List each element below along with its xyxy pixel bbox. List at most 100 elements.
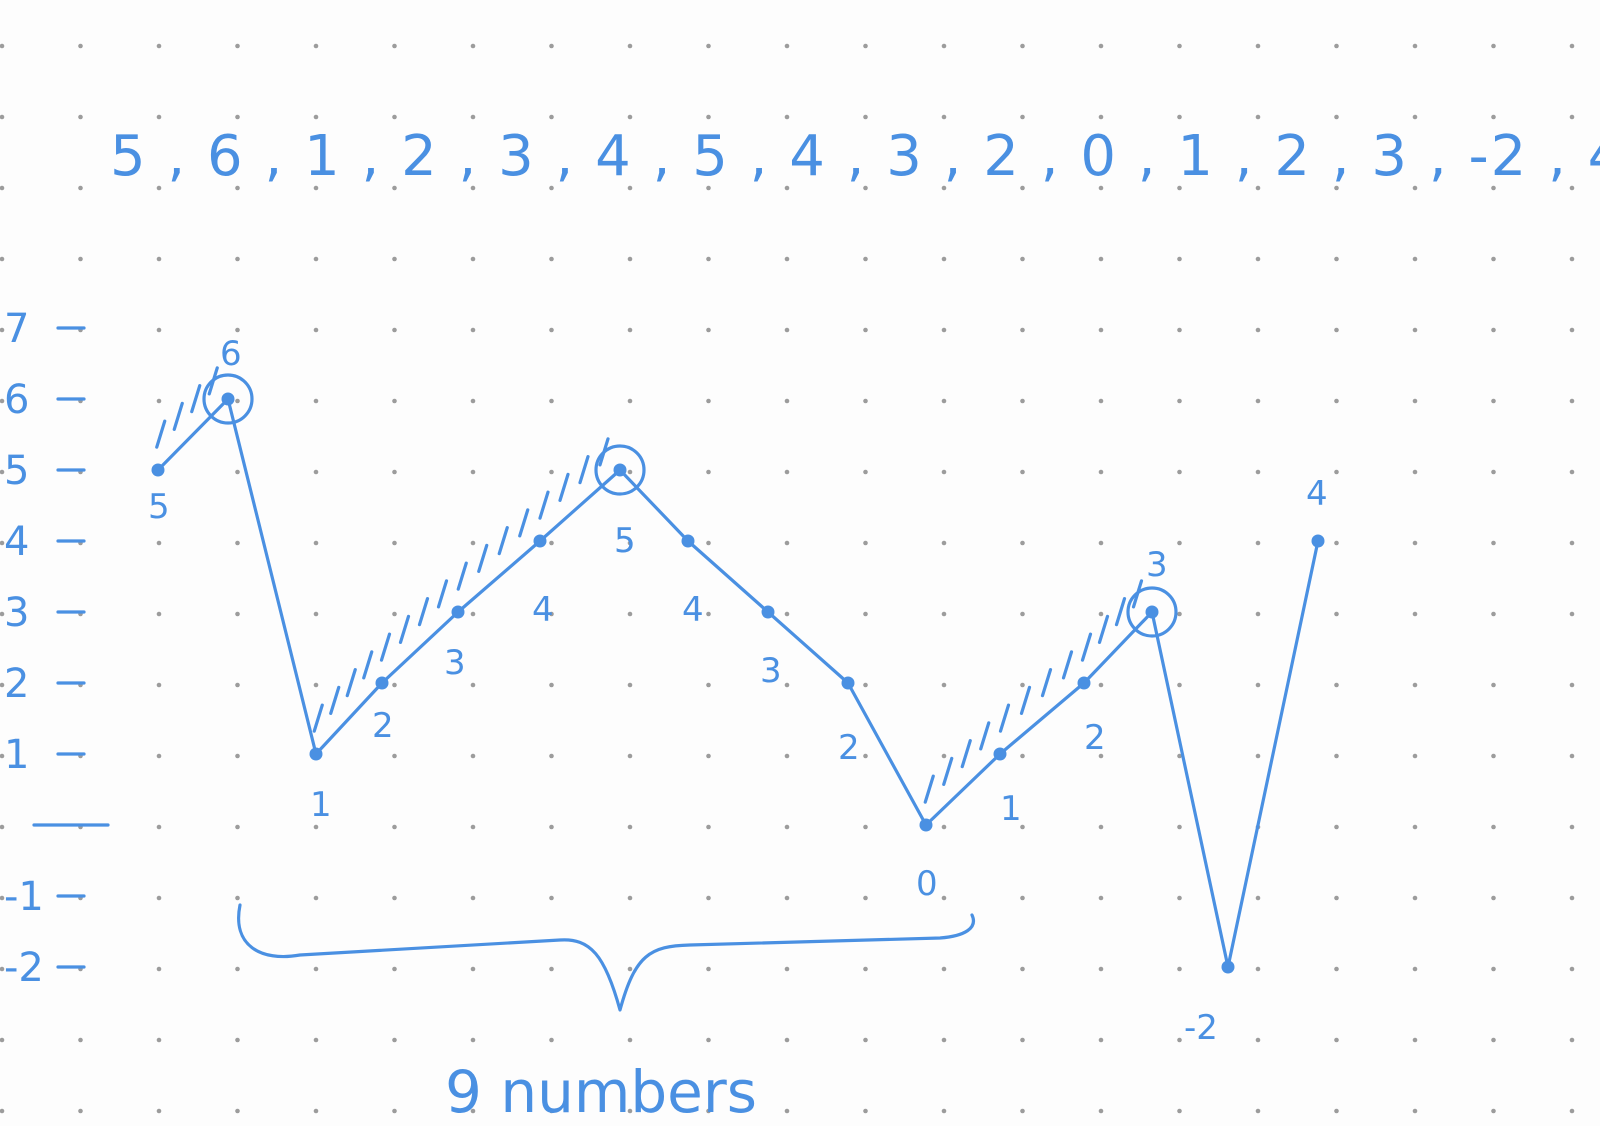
hatch-mark (979, 721, 991, 751)
grid-dot (470, 895, 476, 901)
grid-dot (941, 611, 947, 617)
grid-dot (863, 540, 868, 546)
grid-dot (1412, 43, 1418, 49)
grid-dot (470, 43, 476, 49)
grid-dot (313, 611, 319, 617)
brace-note: 9 numbers (445, 1058, 757, 1126)
grid-dot (627, 469, 633, 475)
grid-dot (1334, 256, 1339, 262)
grid-dot (1255, 611, 1261, 617)
grid-dot (1334, 540, 1339, 546)
grid-dot (1177, 43, 1182, 49)
grid-dot (941, 256, 947, 262)
grid-dot (1020, 611, 1025, 617)
grid-dot (470, 753, 476, 759)
y-tick-label: 4 (4, 519, 29, 565)
grid-dot (1098, 540, 1104, 546)
grid-dot (941, 682, 947, 688)
grid-dot (1412, 611, 1418, 617)
grid-dot (1020, 824, 1025, 830)
grid-dot (1569, 114, 1575, 120)
grid-dot (470, 1108, 476, 1114)
grid-dot (1098, 114, 1104, 120)
grid-dot (1255, 398, 1261, 404)
grid-dot (863, 682, 868, 688)
hatch-mark (558, 472, 570, 502)
hatch-mark (518, 508, 530, 538)
grid-dot (1098, 753, 1104, 759)
grid-dot (941, 398, 947, 404)
grid-dot (392, 895, 397, 901)
y-tick-label: 7 (4, 306, 29, 352)
grid-dot (156, 611, 162, 617)
grid-dot (313, 895, 319, 901)
grid-dot (784, 895, 790, 901)
grid-dot (1098, 1108, 1104, 1114)
hatch-mark (1061, 650, 1074, 680)
grid-dot (1412, 185, 1418, 191)
grid-dot (470, 114, 476, 120)
grid-dot (1491, 398, 1496, 404)
grid-dot (863, 256, 868, 262)
data-point (375, 676, 389, 690)
grid-dot (313, 114, 319, 120)
grid-dot (1177, 469, 1182, 475)
grid-dot (1569, 611, 1575, 617)
y-tick-label: 1 (4, 732, 29, 778)
grid-dot (941, 114, 947, 120)
grid-dot (235, 114, 240, 120)
grid-dot (706, 540, 711, 546)
grid-dot (1020, 1037, 1025, 1043)
grid-dot (1334, 398, 1339, 404)
grid-dot (1177, 1037, 1182, 1043)
grid-dot (1569, 398, 1575, 404)
grid-dot (1177, 611, 1182, 617)
grid-dot (1020, 114, 1025, 120)
grid-dot (1255, 185, 1261, 191)
grid-dot (1569, 682, 1575, 688)
grid-dot (549, 824, 554, 830)
point-label: 0 (916, 864, 938, 904)
grid-dot (235, 682, 240, 688)
grid-dot (235, 1037, 240, 1043)
grid-dot (235, 1108, 240, 1114)
grid-dot (706, 611, 711, 617)
grid-dot (784, 469, 790, 475)
grid-dot (1569, 256, 1575, 262)
y-tick-label: 6 (4, 377, 29, 423)
data-point (761, 605, 775, 619)
grid-dot (313, 540, 319, 546)
grid-dot (313, 185, 319, 191)
grid-dot (1491, 469, 1496, 475)
y-tick-label: 2 (4, 661, 29, 707)
sequence-heading: 5 , 6 , 1 , 2 , 3 , 4 , 5 , 4 , 3 , 2 , … (110, 124, 1600, 189)
data-point (221, 392, 235, 406)
grid-dot (1491, 1108, 1496, 1114)
grid-dot (235, 398, 240, 404)
grid-dot (235, 43, 240, 49)
point-label: 3 (760, 651, 782, 691)
grid-dot (313, 43, 319, 49)
grid-dot (0, 682, 5, 688)
grid-dot (941, 1037, 947, 1043)
grid-dot (470, 1037, 476, 1043)
hatch-mark (960, 739, 972, 769)
hatch-mark (456, 561, 468, 591)
grid-dot (1569, 895, 1575, 901)
grid-dot (1098, 327, 1104, 333)
grid-dot (78, 1108, 83, 1114)
grid-dot (863, 469, 868, 475)
grid-dot (1334, 1108, 1339, 1114)
grid-dot (1255, 966, 1261, 972)
grid-dot (941, 824, 947, 830)
grid-dot (156, 327, 162, 333)
hatch-mark (1114, 597, 1127, 627)
grid-dot (1177, 185, 1182, 191)
hatch-mark (329, 685, 341, 715)
grid-dot (1412, 114, 1418, 120)
grid-dot (1177, 1108, 1182, 1114)
grid-dot (1255, 1108, 1261, 1114)
grid-dot (784, 185, 790, 191)
grid-dot (470, 540, 476, 546)
grid-dot (863, 327, 868, 333)
